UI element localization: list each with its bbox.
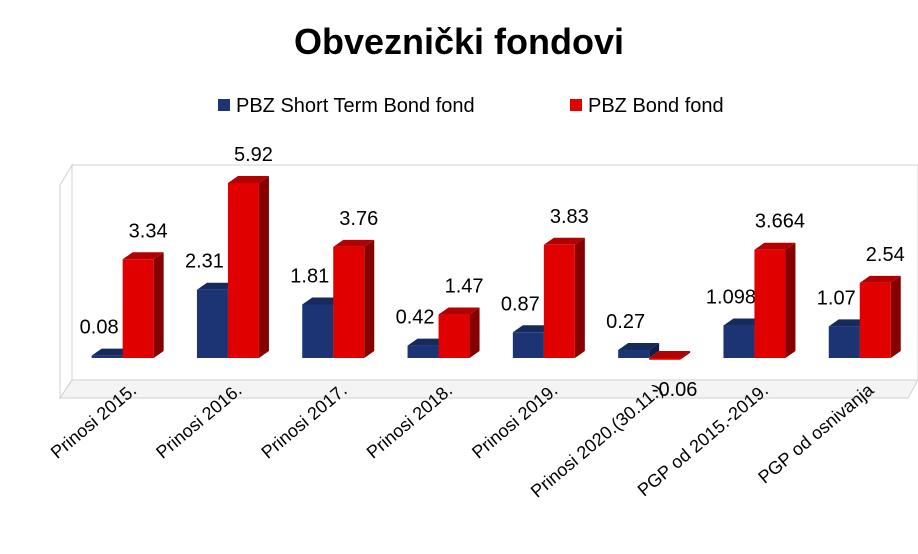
value-label: 3.34 <box>129 220 168 242</box>
bar-front <box>828 326 860 358</box>
value-label: 2.31 <box>185 251 224 273</box>
bar-front <box>227 183 259 358</box>
bar-front <box>649 358 681 360</box>
bar-side <box>574 237 585 358</box>
bar-side <box>649 343 660 358</box>
bar-side <box>890 275 901 358</box>
value-label: 1.07 <box>817 287 856 309</box>
bar-top <box>407 338 449 346</box>
bar-front <box>91 355 123 358</box>
bar-side <box>364 239 375 358</box>
bar-top <box>649 351 691 358</box>
bar-front <box>543 244 575 358</box>
value-label: 3.76 <box>339 208 378 230</box>
bar-front <box>407 345 439 358</box>
bar-front <box>302 304 334 358</box>
bar-top <box>333 239 375 247</box>
bar-front <box>333 246 365 358</box>
bar-top <box>91 348 133 356</box>
bar-front <box>618 350 650 358</box>
bar-side <box>680 351 691 360</box>
bar <box>754 242 796 358</box>
bar-front <box>196 289 228 358</box>
bar-side <box>785 242 796 358</box>
bar <box>859 275 901 358</box>
bar <box>438 307 480 358</box>
value-label: 0.87 <box>501 293 540 315</box>
value-label: 5.92 <box>234 144 273 166</box>
bar <box>333 239 375 358</box>
bar-top <box>227 176 269 183</box>
bar-front <box>438 314 470 358</box>
bar-top <box>438 307 480 315</box>
chart-title: Obveznički fondovi <box>294 21 624 62</box>
bar-top <box>828 319 870 327</box>
bar <box>618 343 660 358</box>
bar-top <box>512 325 554 333</box>
legend-swatch <box>218 99 230 111</box>
bar-front <box>122 259 154 358</box>
bar-side <box>469 307 480 358</box>
bar-side <box>258 176 269 358</box>
value-label: 1.098 <box>706 287 756 309</box>
value-label: 0.42 <box>396 307 435 329</box>
bar-front <box>859 282 891 358</box>
value-label: 3.664 <box>755 211 805 233</box>
bar-top <box>543 237 585 245</box>
bar-top <box>196 282 238 290</box>
bar-front <box>512 332 544 358</box>
floor <box>59 379 918 399</box>
bar <box>122 252 164 358</box>
bar-top <box>302 297 344 305</box>
bar-top <box>122 252 164 260</box>
bar-top <box>754 242 796 250</box>
value-label: -0.06 <box>652 379 698 401</box>
bar-top <box>618 343 660 351</box>
bar-side <box>153 252 164 358</box>
value-label: 2.54 <box>866 244 905 266</box>
bar <box>227 176 269 358</box>
side-wall <box>59 163 73 400</box>
value-label: 3.83 <box>550 206 589 228</box>
bar-front <box>723 325 755 358</box>
legend-swatch <box>570 99 582 111</box>
bar <box>649 351 691 360</box>
value-label: 1.81 <box>290 265 329 287</box>
legend-label: PBZ Short Term Bond fond <box>236 95 475 117</box>
value-label: 0.08 <box>80 317 119 339</box>
bar-top <box>859 275 901 283</box>
legend-label: PBZ Bond fond <box>588 95 724 117</box>
bar-top <box>723 318 765 326</box>
value-label: 0.27 <box>606 311 645 333</box>
value-label: 1.47 <box>445 276 484 298</box>
bar <box>543 237 585 358</box>
bar-front <box>754 249 786 358</box>
